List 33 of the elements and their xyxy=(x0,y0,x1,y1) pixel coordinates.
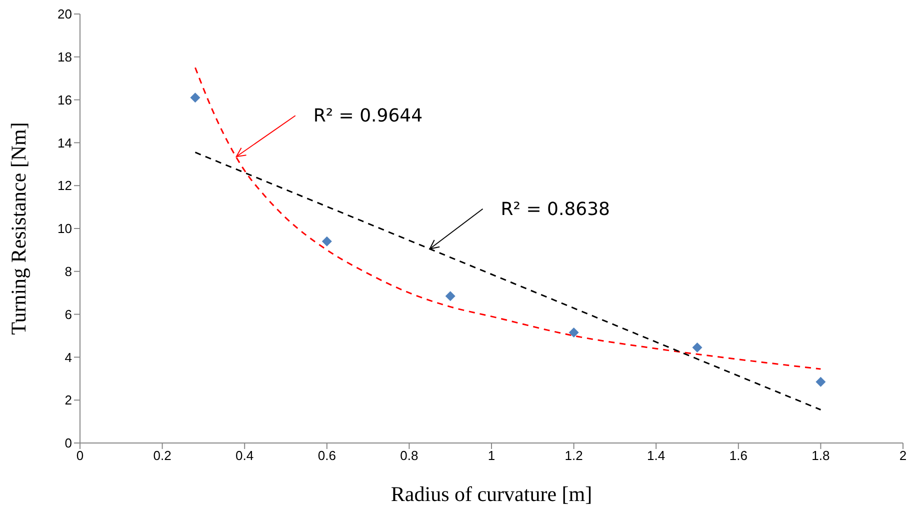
line-series xyxy=(194,66,822,370)
x-tick-label: 0.6 xyxy=(318,448,336,464)
y-tick-label: 20 xyxy=(58,6,72,22)
point xyxy=(322,236,332,246)
y-tick-label: 18 xyxy=(58,50,72,65)
y-axis-title: Turning Resistance [Nm] xyxy=(6,122,30,335)
y-tick-label: 0 xyxy=(64,436,72,451)
x-tick-label: 0.4 xyxy=(236,448,254,464)
x-tick-label: 1.6 xyxy=(729,448,748,464)
annotation: R² = 0.9644 xyxy=(313,106,423,127)
x-tick-label: 2 xyxy=(899,448,907,464)
y-tick-label: 16 xyxy=(58,92,72,108)
point xyxy=(816,376,826,387)
x-tick-label: 1.4 xyxy=(647,448,666,464)
y-tick-label: 12 xyxy=(58,178,72,194)
point xyxy=(190,92,200,103)
y-tick-label: 6 xyxy=(64,306,72,322)
y-tick-label: 4 xyxy=(64,350,72,365)
point xyxy=(568,328,579,338)
x-tick-label: 0.2 xyxy=(153,448,172,464)
x-tick-label: 0.8 xyxy=(400,448,418,464)
annotation: R² = 0.8638 xyxy=(500,198,610,220)
y-tick-label: 14 xyxy=(58,135,72,150)
y-tick-label: 10 xyxy=(58,221,72,236)
point xyxy=(692,342,702,353)
y-tick-label: 2 xyxy=(64,392,72,408)
y-tick-label: 8 xyxy=(64,264,72,280)
x-tick-label: 1 xyxy=(488,448,496,464)
x-axis-title: Radius of curvature [m] xyxy=(390,482,592,506)
x-tick-label: 1.8 xyxy=(812,448,830,464)
point xyxy=(445,291,456,302)
x-tick-label: 0 xyxy=(76,448,84,464)
x-tick-label: 1.2 xyxy=(564,448,583,464)
